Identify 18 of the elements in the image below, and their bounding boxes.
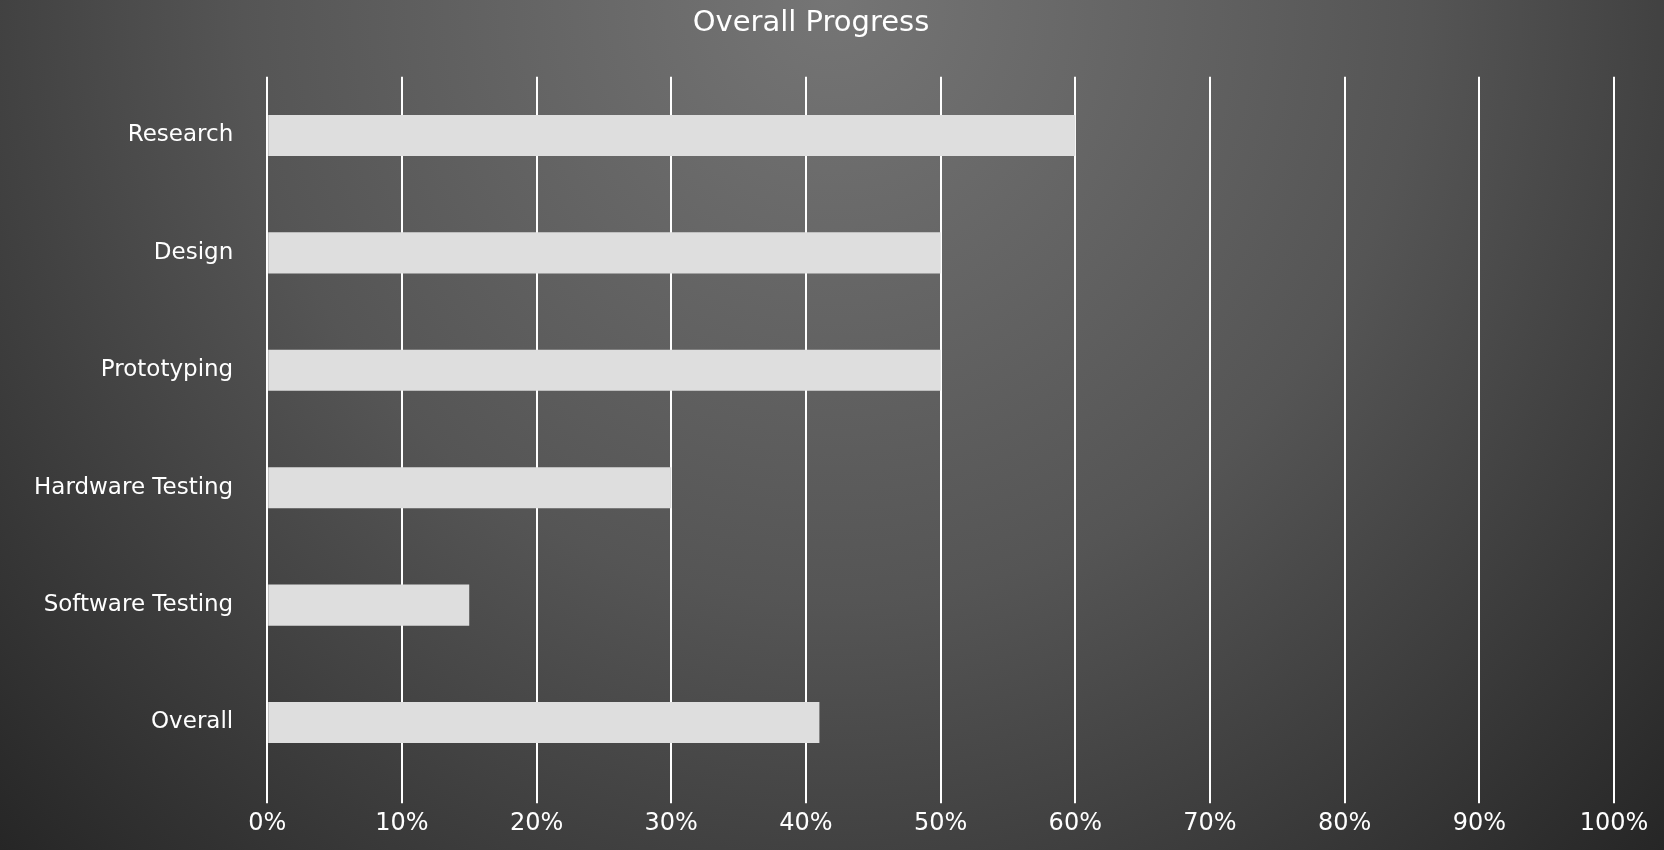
y-tick-label: Software Testing: [43, 590, 234, 617]
x-tick-label: 0%: [248, 807, 287, 836]
y-tick-label: Research: [127, 120, 234, 147]
x-tick-label: 30%: [644, 807, 698, 836]
x-tick-label: 90%: [1452, 807, 1506, 836]
x-tick-label: 10%: [375, 807, 429, 836]
y-tick-label: Prototyping: [100, 355, 234, 382]
x-tick-label: 60%: [1048, 807, 1102, 836]
y-tick-label: Overall: [151, 707, 234, 734]
x-tick-label: 40%: [779, 807, 833, 836]
x-tick-label: 80%: [1317, 807, 1372, 836]
x-tick-label: 20%: [509, 807, 564, 836]
chart-title: Overall Progress: [692, 3, 930, 38]
x-tick-label: 50%: [913, 807, 968, 836]
y-tick-label: Hardware Testing: [34, 472, 234, 499]
x-tick-label: 70%: [1183, 807, 1237, 836]
x-tick-label: 100%: [1579, 807, 1649, 836]
y-tick-label: Design: [153, 237, 234, 264]
